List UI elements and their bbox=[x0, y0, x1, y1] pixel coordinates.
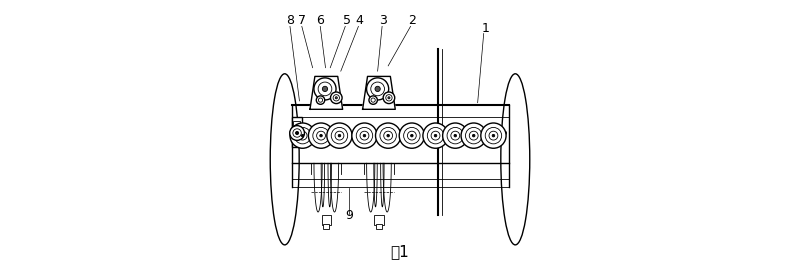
Circle shape bbox=[322, 86, 328, 92]
Circle shape bbox=[370, 82, 385, 96]
Circle shape bbox=[290, 123, 315, 148]
Circle shape bbox=[318, 98, 322, 102]
Circle shape bbox=[369, 96, 378, 104]
Text: 6: 6 bbox=[316, 14, 324, 27]
Text: 7: 7 bbox=[298, 14, 306, 27]
Circle shape bbox=[316, 96, 325, 104]
Circle shape bbox=[447, 127, 463, 144]
Circle shape bbox=[294, 127, 311, 144]
Circle shape bbox=[371, 98, 375, 102]
Polygon shape bbox=[362, 76, 395, 109]
Circle shape bbox=[308, 123, 334, 148]
Circle shape bbox=[399, 123, 425, 148]
Circle shape bbox=[461, 123, 486, 148]
Circle shape bbox=[384, 131, 393, 140]
Circle shape bbox=[314, 78, 336, 100]
Bar bbox=[293, 121, 300, 144]
Circle shape bbox=[366, 78, 389, 100]
Circle shape bbox=[320, 134, 322, 137]
Text: 图1: 图1 bbox=[390, 244, 410, 259]
Text: 8: 8 bbox=[286, 14, 294, 27]
Circle shape bbox=[338, 134, 341, 137]
Circle shape bbox=[427, 127, 444, 144]
Circle shape bbox=[290, 126, 305, 140]
Circle shape bbox=[473, 134, 475, 137]
Circle shape bbox=[363, 134, 366, 137]
Circle shape bbox=[313, 127, 330, 144]
Text: 2: 2 bbox=[409, 14, 416, 27]
Circle shape bbox=[335, 131, 344, 140]
Text: 5: 5 bbox=[342, 14, 350, 27]
Circle shape bbox=[335, 97, 338, 99]
Text: 4: 4 bbox=[356, 14, 364, 27]
Circle shape bbox=[489, 131, 498, 140]
Circle shape bbox=[352, 123, 377, 148]
Circle shape bbox=[451, 131, 460, 140]
Circle shape bbox=[375, 86, 380, 92]
Bar bbox=[376, 224, 382, 229]
Bar bbox=[292, 117, 302, 147]
Text: 9: 9 bbox=[346, 209, 354, 222]
Text: 3: 3 bbox=[379, 14, 387, 27]
Circle shape bbox=[327, 123, 352, 148]
Circle shape bbox=[333, 95, 339, 101]
Ellipse shape bbox=[501, 74, 530, 245]
Circle shape bbox=[423, 123, 448, 148]
Bar bbox=[322, 215, 331, 225]
Circle shape bbox=[293, 129, 302, 137]
Circle shape bbox=[454, 134, 457, 137]
Circle shape bbox=[380, 127, 396, 144]
Circle shape bbox=[298, 131, 307, 140]
Circle shape bbox=[386, 95, 392, 101]
Circle shape bbox=[466, 127, 482, 144]
Circle shape bbox=[387, 134, 390, 137]
Circle shape bbox=[317, 131, 326, 140]
Polygon shape bbox=[310, 76, 342, 109]
Bar bbox=[323, 224, 330, 229]
Circle shape bbox=[383, 92, 394, 103]
Circle shape bbox=[404, 127, 420, 144]
Circle shape bbox=[375, 123, 401, 148]
Text: 1: 1 bbox=[482, 22, 490, 35]
Circle shape bbox=[388, 97, 390, 99]
Circle shape bbox=[331, 127, 348, 144]
Circle shape bbox=[407, 131, 416, 140]
Circle shape bbox=[434, 134, 437, 137]
Circle shape bbox=[470, 131, 478, 140]
Circle shape bbox=[318, 82, 332, 96]
Circle shape bbox=[503, 131, 506, 135]
Circle shape bbox=[356, 127, 373, 144]
Circle shape bbox=[410, 134, 413, 137]
Circle shape bbox=[442, 123, 468, 148]
Circle shape bbox=[360, 131, 369, 140]
Circle shape bbox=[295, 131, 298, 135]
Circle shape bbox=[302, 134, 304, 137]
Circle shape bbox=[492, 134, 494, 137]
Circle shape bbox=[431, 131, 440, 140]
Bar bbox=[374, 215, 384, 225]
Circle shape bbox=[486, 127, 502, 144]
Circle shape bbox=[481, 123, 506, 148]
Ellipse shape bbox=[270, 74, 299, 245]
Circle shape bbox=[330, 92, 342, 103]
